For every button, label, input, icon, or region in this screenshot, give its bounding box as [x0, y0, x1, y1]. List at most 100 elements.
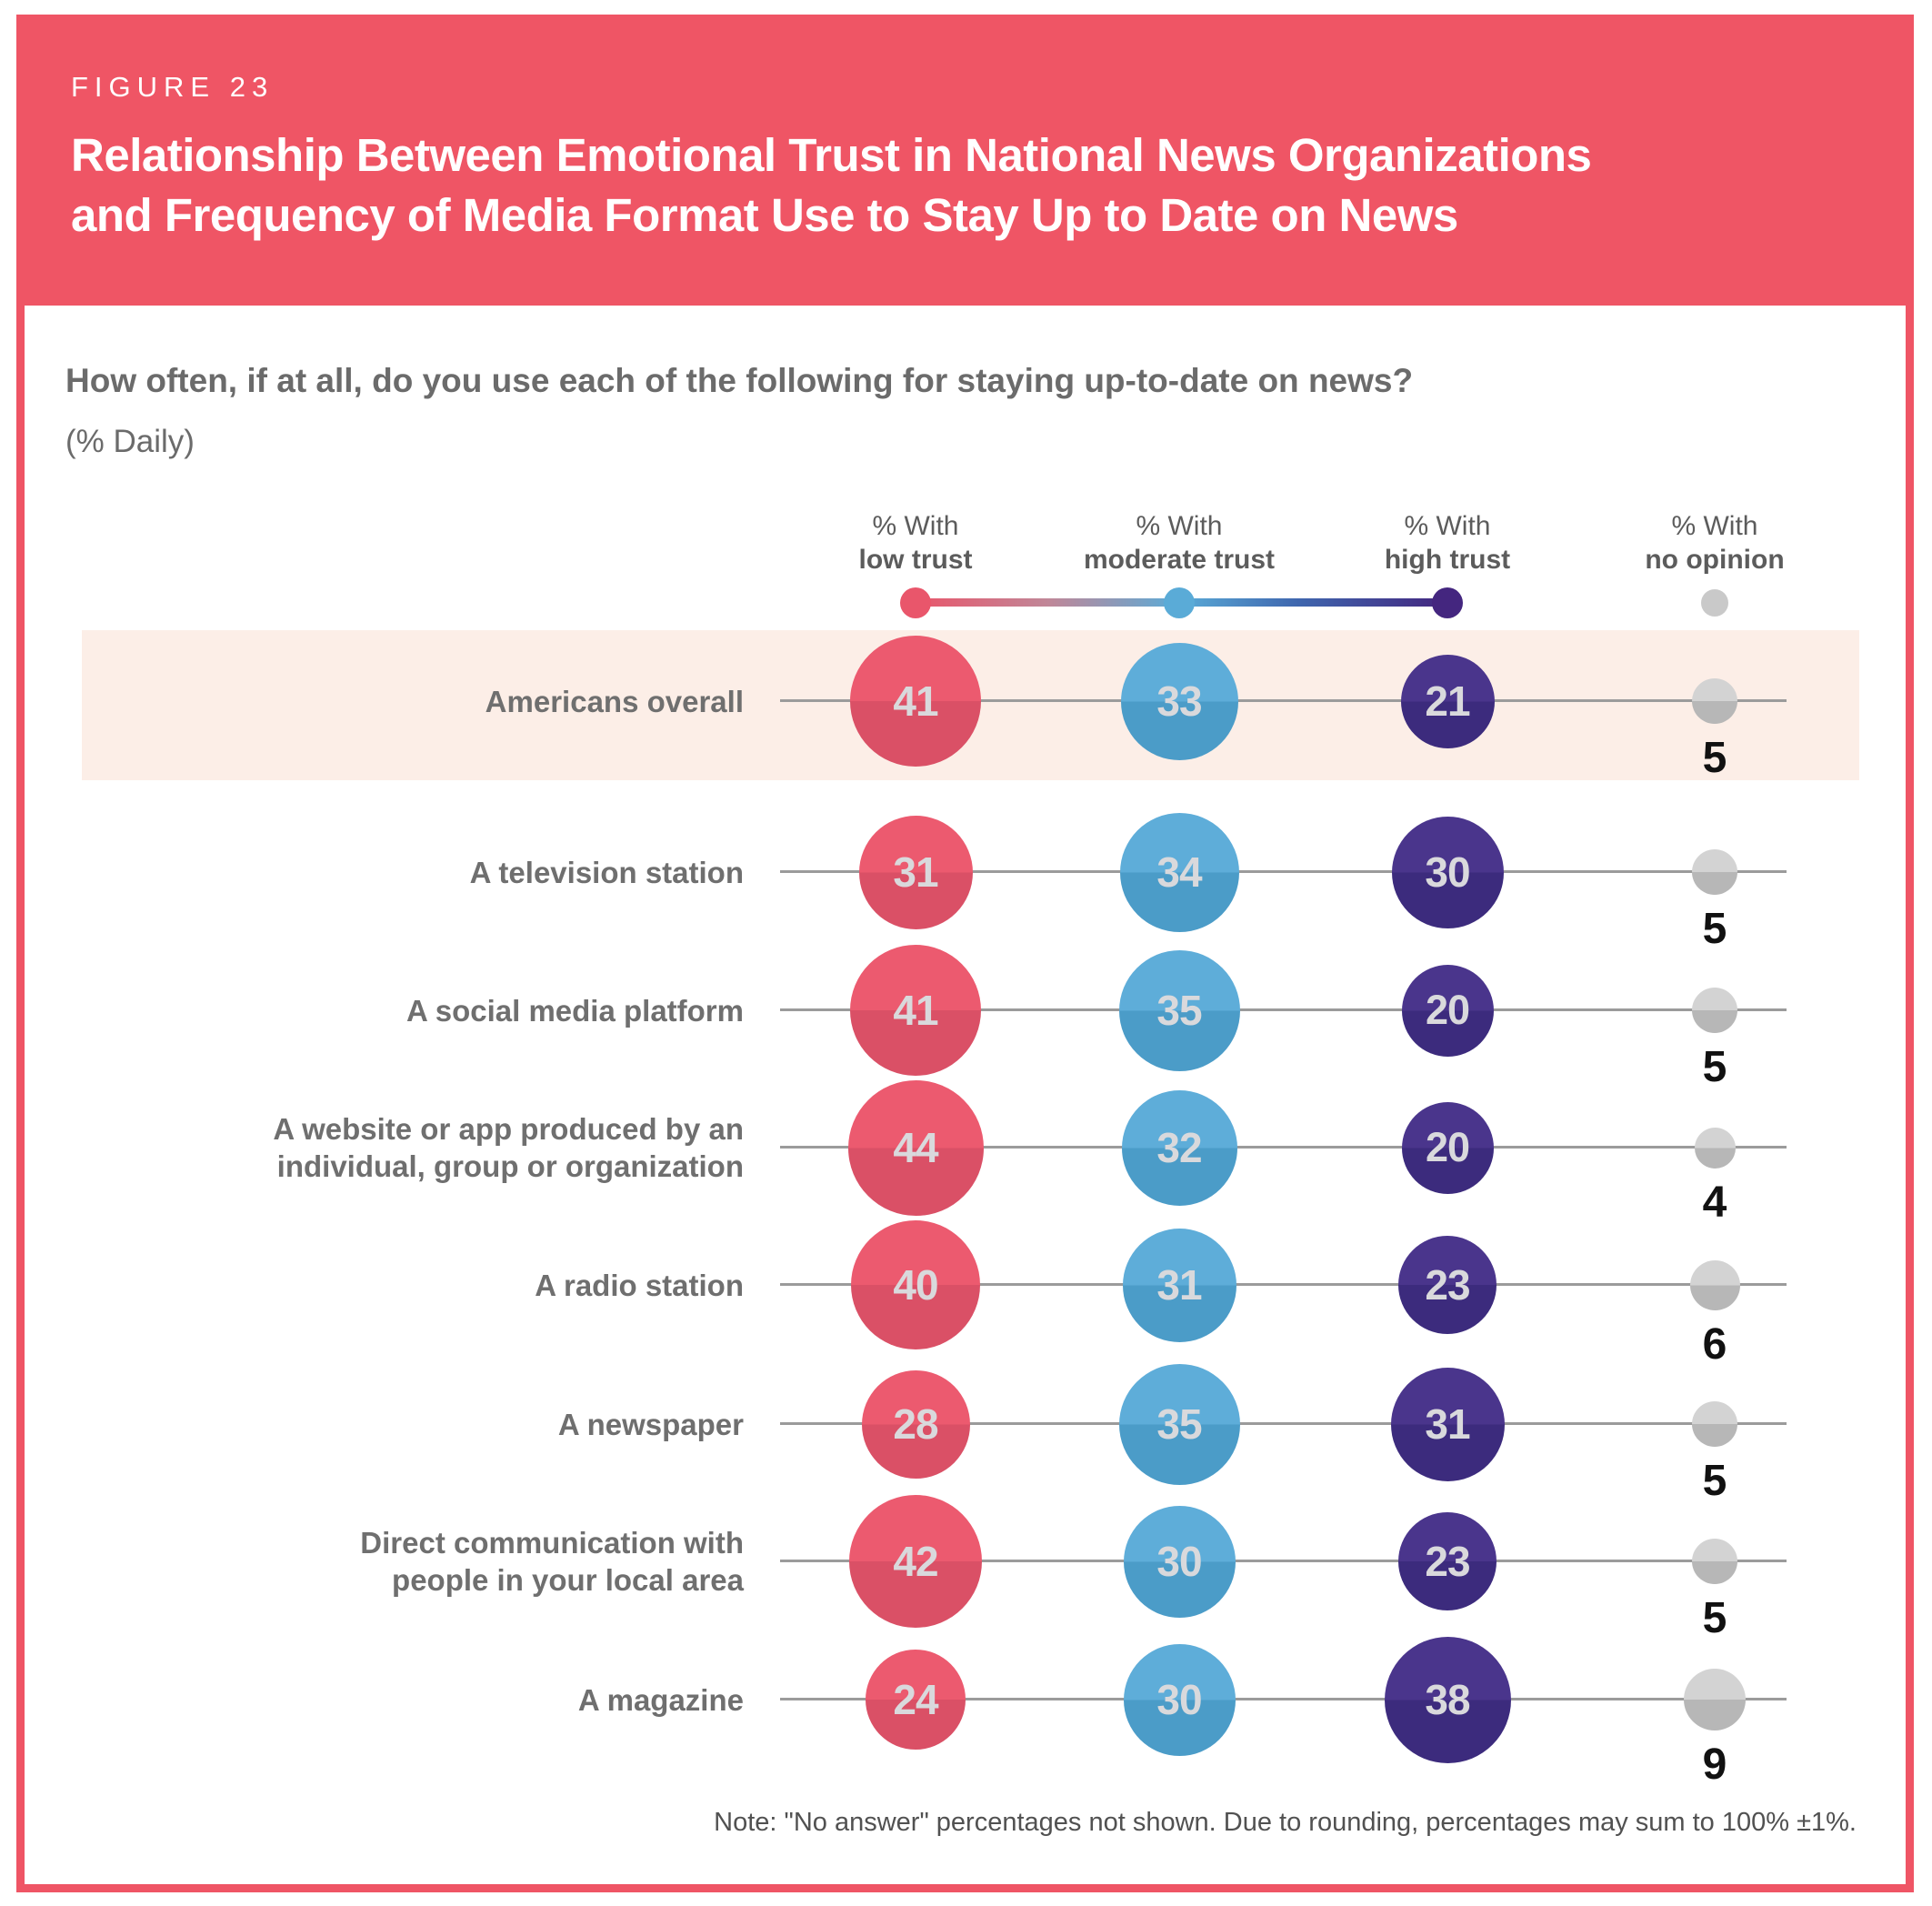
bubble-no-opinion: [1692, 1539, 1737, 1584]
bubble-moderate: 32: [1121, 1089, 1237, 1206]
bubble-value: 28: [893, 1400, 938, 1448]
bubble-value: 23: [1425, 1538, 1470, 1585]
bubble-moderate: 35: [1118, 1363, 1240, 1485]
bubble-no-opinion: [1692, 678, 1737, 724]
bubble-high: 23: [1398, 1236, 1497, 1334]
bubble-value: 35: [1156, 1400, 1202, 1448]
bubble-low: 28: [861, 1369, 970, 1479]
row-gridline: [780, 699, 1787, 702]
legend-header-top: % With: [1404, 511, 1491, 541]
legend-column-header-no_opinion: % With no opinion: [1524, 509, 1906, 577]
bubble-high: 20: [1401, 1101, 1494, 1194]
no-opinion-value: 9: [1702, 1740, 1727, 1789]
figure-number-label: FIGURE 23: [71, 71, 275, 103]
no-opinion-value: 5: [1702, 905, 1727, 953]
bubble-no-opinion: [1692, 849, 1737, 895]
bubble-value: 40: [893, 1261, 938, 1309]
bubble-no-opinion: [1694, 1127, 1736, 1169]
bubble-value: 30: [1156, 1676, 1202, 1723]
figure-title: Relationship Between Emotional Trust in …: [71, 125, 1914, 246]
row-gridline: [780, 1146, 1787, 1149]
row-label-line: Americans overall: [485, 684, 744, 718]
legend-dot-low: [900, 587, 931, 618]
legend-dot-no_opinion: [1701, 589, 1728, 617]
bubble-low: 40: [851, 1220, 980, 1349]
bubble-value: 34: [1156, 848, 1202, 896]
unit-label: (% Daily): [65, 424, 195, 459]
row-label: A radio station: [82, 1235, 744, 1335]
bubble-no-opinion: [1692, 1401, 1737, 1447]
row-label: A newspaper: [82, 1374, 744, 1474]
bubble-value: 44: [893, 1124, 938, 1171]
no-opinion-value: 4: [1702, 1178, 1727, 1227]
no-opinion-value: 5: [1702, 734, 1727, 782]
bubble-value: 20: [1425, 987, 1470, 1033]
bubble-value: 31: [1156, 1261, 1202, 1309]
bubble-high: 30: [1391, 816, 1504, 928]
bubble-value: 32: [1156, 1124, 1202, 1171]
bubble-low: 44: [847, 1079, 984, 1216]
legend-header-top: % With: [872, 511, 959, 541]
no-opinion-value: 6: [1702, 1319, 1727, 1369]
bubble-moderate: 35: [1118, 949, 1240, 1071]
legend-header-bottom: no opinion: [1645, 545, 1785, 575]
row-label-line: A newspaper: [557, 1407, 744, 1441]
legend-column-header-moderate: % With moderate trust: [988, 509, 1370, 577]
bubble-value: 30: [1156, 1538, 1202, 1585]
no-opinion-value: 5: [1702, 1594, 1727, 1642]
bubble-value: 31: [893, 848, 938, 896]
bubble-value: 41: [893, 677, 938, 725]
bubble-low: 24: [866, 1650, 966, 1750]
row-label: Direct communication with people in your …: [82, 1511, 744, 1611]
bubble-low: 42: [849, 1495, 982, 1628]
row-label-line: A website or app produced by an: [273, 1112, 744, 1146]
bubble-moderate: 30: [1123, 1643, 1236, 1756]
no-opinion-value: 5: [1702, 1043, 1727, 1091]
survey-question: How often, if at all, do you use each of…: [65, 362, 1414, 399]
row-gridline: [780, 1560, 1787, 1562]
bubble-value: 20: [1425, 1124, 1470, 1170]
legend-header-bottom: low trust: [858, 545, 973, 575]
bubble-no-opinion: [1692, 988, 1737, 1033]
figure-title-line1: Relationship Between Emotional Trust in …: [71, 129, 1592, 181]
bubble-no-opinion: [1689, 1259, 1740, 1310]
bubble-moderate: 30: [1123, 1505, 1236, 1618]
bubble-low: 41: [850, 945, 981, 1076]
row-gridline: [780, 1698, 1787, 1700]
figure-title-line2: and Frequency of Media Format Use to Sta…: [71, 189, 1458, 241]
bubble-value: 31: [1425, 1400, 1470, 1448]
bubble-no-opinion: [1684, 1669, 1746, 1730]
row-label: A website or app produced by an individua…: [82, 1098, 744, 1198]
row-gridline: [780, 1422, 1787, 1425]
bubble-low: 31: [858, 815, 973, 929]
bubble-value: 33: [1156, 677, 1202, 725]
legend-header-top: % With: [1136, 511, 1223, 541]
footnote: Note: "No answer" percentages not shown.…: [714, 1808, 1857, 1837]
bubble-value: 41: [893, 987, 938, 1034]
row-label: Americans overall: [82, 651, 744, 751]
row-label: A television station: [82, 822, 744, 922]
legend-header-bottom: high trust: [1384, 545, 1511, 575]
figure-header-banner: FIGURE 23 Relationship Between Emotional…: [16, 15, 1914, 306]
bubble-moderate: 31: [1122, 1228, 1236, 1342]
row-label-line: A television station: [469, 855, 744, 889]
row-label-line: A radio station: [535, 1268, 744, 1302]
legend-header-bottom: moderate trust: [1083, 545, 1276, 575]
row-label-line: individual, group or organization: [276, 1149, 744, 1183]
bubble-high: 21: [1400, 654, 1495, 748]
row-label-line: people in your local area: [392, 1563, 744, 1597]
row-gridline: [780, 870, 1787, 873]
legend-dot-high: [1432, 587, 1463, 618]
row-label: A social media platform: [82, 960, 744, 1060]
no-opinion-value: 5: [1702, 1457, 1727, 1505]
bubble-value: 24: [893, 1676, 938, 1723]
row-label-line: A magazine: [577, 1682, 744, 1717]
bubble-value: 21: [1425, 677, 1470, 725]
row-label-line: Direct communication with: [360, 1526, 744, 1560]
legend-dot-moderate: [1164, 587, 1195, 618]
row-label: A magazine: [82, 1650, 744, 1750]
row-gridline: [780, 1008, 1787, 1011]
bubble-high: 31: [1390, 1367, 1505, 1481]
